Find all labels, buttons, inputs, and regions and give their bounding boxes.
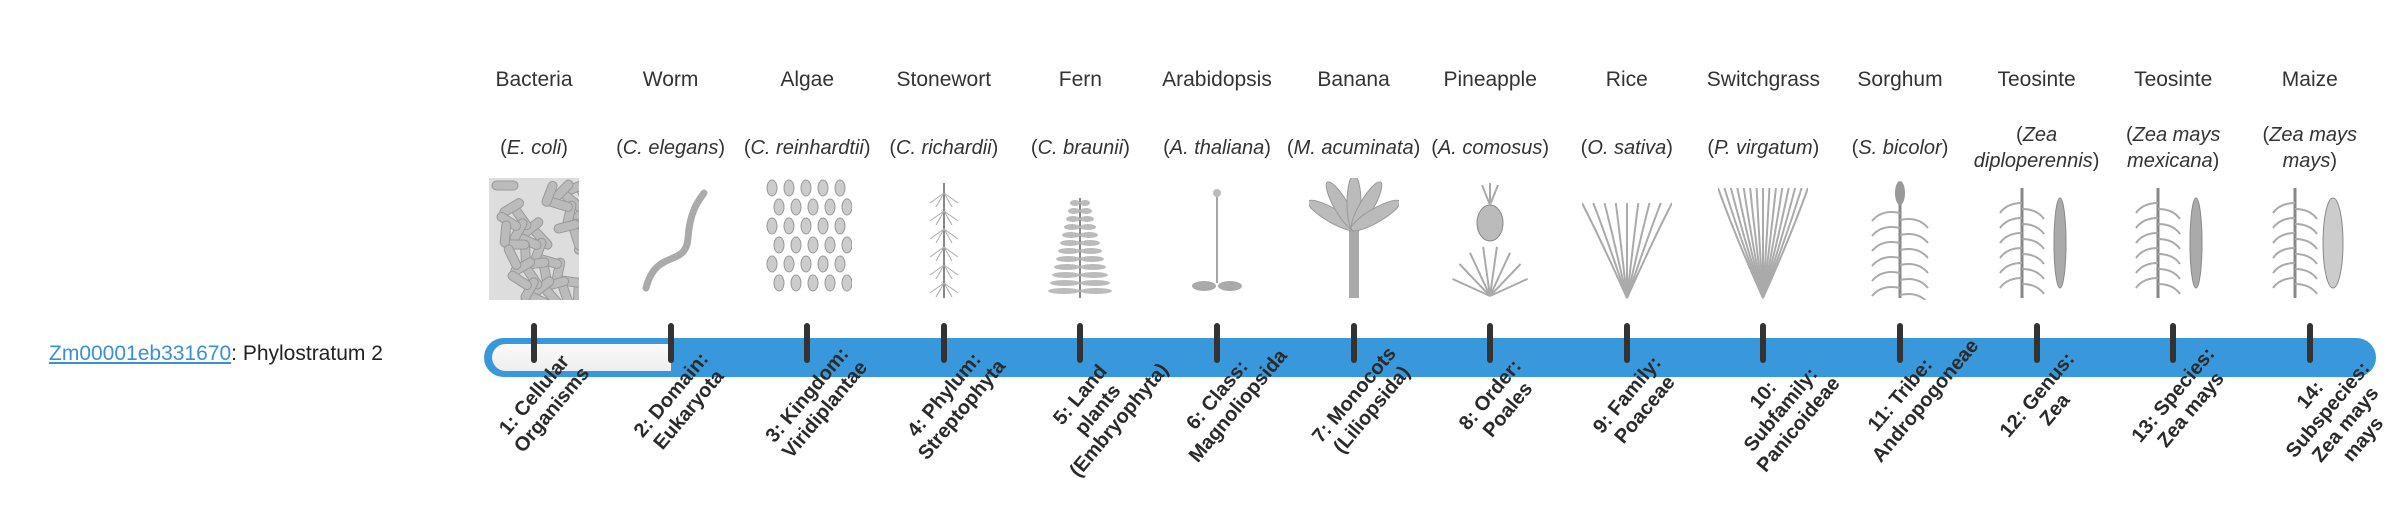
organism-name: Switchgrass (1706, 68, 1820, 91)
organism-species: (C. reinhardtii) (743, 137, 871, 159)
stratum-tick (1487, 323, 1494, 363)
organism-species: (A. comosus) (1431, 137, 1550, 159)
organism-name: Maize (2281, 68, 2338, 91)
organism-species: (O. sativa) (1580, 137, 1673, 159)
bacteria-icon (489, 178, 600, 310)
stratum-tick (804, 323, 811, 363)
algae-icon (762, 178, 853, 300)
stratum-tick (2033, 323, 2040, 363)
organism-species: (C. elegans) (616, 137, 726, 159)
stratum-tick (2306, 323, 2313, 363)
stratum-tick (531, 323, 537, 363)
organism-species: (S. bicolor) (1851, 137, 1949, 159)
organism-name: Fern (1058, 68, 1102, 91)
sorghum-icon (1855, 178, 1945, 304)
organism-species: (Zea diploperennis) (1973, 124, 2100, 172)
stratum-tick (1350, 323, 1357, 363)
organism-species: (C. braunii) (1030, 137, 1130, 159)
organism-species: (Zea mays mexicana) (2125, 124, 2221, 172)
organism-species: (E. coli) (500, 137, 568, 159)
organism-name: Worm (642, 68, 699, 91)
stratum-tick (1760, 323, 1767, 363)
organism-name: Pineapple (1443, 68, 1537, 91)
stratum-tick (1077, 323, 1084, 363)
pineapple-icon (1445, 178, 1535, 300)
organism-name: Teosinte (1997, 68, 2076, 91)
organism-name: Banana (1317, 68, 1390, 91)
switchgrass-icon (1717, 178, 1810, 300)
banana-icon (1306, 174, 1401, 300)
worm-icon (626, 178, 716, 300)
stratum-tick (1897, 323, 1903, 363)
phylostratum-bar (484, 338, 2376, 377)
gene-link[interactable]: Zm00001eb331670 (49, 342, 232, 365)
organism-name: Bacteria (495, 68, 573, 91)
stratum-tick (1214, 323, 1220, 363)
stratum-tick (1623, 323, 1630, 363)
organism-name: Teosinte (2134, 68, 2213, 91)
organism-name: Sorghum (1857, 68, 1943, 91)
fern-icon (1035, 178, 1125, 300)
organism-species: (Zea mays mays) (2262, 124, 2358, 172)
stratum-tick (667, 323, 674, 363)
organism-name: Stonewort (896, 68, 992, 91)
maize-icon (2265, 178, 2355, 300)
organism-name: Arabidopsis (1162, 68, 1272, 91)
organism-name: Rice (1605, 68, 1648, 91)
stonewort-icon (899, 178, 989, 300)
organism-species: (P. virgatum) (1707, 137, 1820, 159)
organism-species: (M. acuminata) (1286, 137, 1421, 159)
organism-species: (C. richardii) (889, 137, 999, 159)
arabidopsis-icon (1172, 178, 1262, 300)
gene-label: Zm00001eb331670: Phylostratum 2 (49, 342, 383, 366)
stratum-tick (940, 323, 947, 363)
organism-species: (A. thaliana) (1163, 137, 1271, 159)
stratum-tick (2170, 323, 2177, 363)
phylostratum-fill (492, 344, 671, 371)
phylostratum-text: : Phylostratum 2 (231, 342, 383, 365)
organism-name: Algae (780, 68, 835, 91)
teosinte-icon (1992, 178, 2082, 300)
rice-icon (1580, 178, 1673, 300)
teosinte-icon (2128, 178, 2218, 300)
